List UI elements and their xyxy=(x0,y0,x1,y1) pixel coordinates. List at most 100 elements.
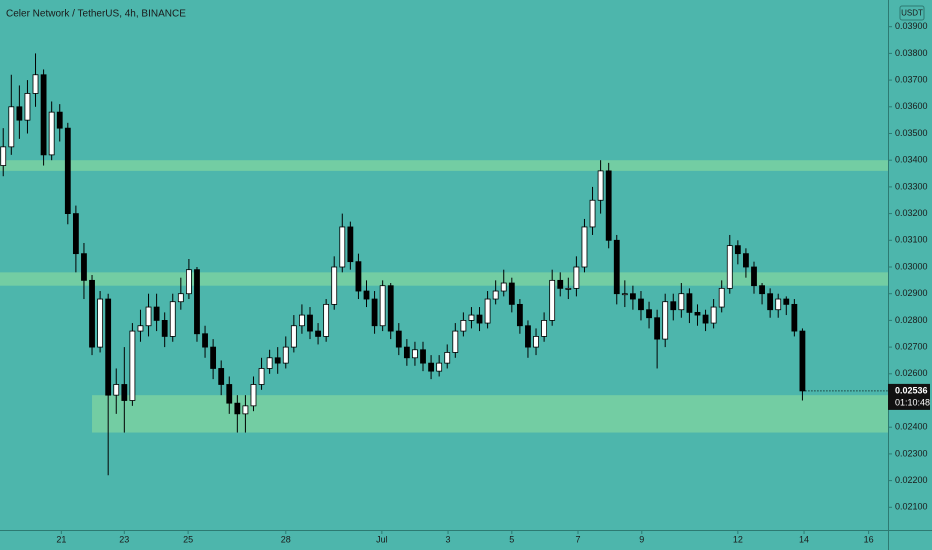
candle-body xyxy=(97,298,104,348)
candle-body xyxy=(274,357,281,364)
y-tick-label: 0.02700 xyxy=(895,341,928,351)
x-tick-label: 3 xyxy=(446,534,451,544)
x-tick-label: 7 xyxy=(575,534,580,544)
x-tick-label: 21 xyxy=(56,534,66,544)
x-tick-label: 5 xyxy=(509,534,514,544)
candle-body xyxy=(589,199,596,228)
candle-body xyxy=(403,346,410,359)
candle-body xyxy=(702,314,709,324)
plot xyxy=(0,53,888,476)
candle-body xyxy=(460,320,467,332)
candle-body xyxy=(347,226,354,263)
last-price-box xyxy=(888,383,930,410)
candle-body xyxy=(89,279,95,348)
candle-body xyxy=(121,384,128,401)
y-tick-label: 0.03100 xyxy=(895,235,928,245)
candle-body xyxy=(476,314,483,324)
candle-body xyxy=(541,320,548,337)
candle-body xyxy=(387,285,394,332)
last-price-label: 0.02536 xyxy=(895,385,928,395)
candle-body xyxy=(185,269,192,295)
y-tick-label: 0.02800 xyxy=(895,315,928,325)
candle-body xyxy=(0,146,7,166)
candle-body xyxy=(56,111,63,129)
x-tick-label: 12 xyxy=(733,534,743,544)
candle-body xyxy=(734,245,741,255)
candle-body xyxy=(428,362,434,372)
candle-body xyxy=(339,226,346,268)
x-tick-label: 14 xyxy=(799,534,809,544)
x-tick-label: 28 xyxy=(281,534,291,544)
candle-body xyxy=(767,293,774,311)
zone xyxy=(0,160,888,171)
candle-body xyxy=(242,405,249,415)
candle-body xyxy=(169,301,176,337)
candle-body xyxy=(621,293,628,296)
y-tick-label: 0.03500 xyxy=(895,128,928,138)
candle-body xyxy=(759,285,765,295)
candle-body xyxy=(444,352,451,364)
candle-body xyxy=(492,290,499,300)
candle-body xyxy=(299,314,305,327)
candle-body xyxy=(307,314,313,332)
candle-body xyxy=(605,170,612,241)
candle-body xyxy=(573,266,580,289)
candle-body xyxy=(549,279,556,321)
zone xyxy=(92,395,888,433)
x-tick-label: 9 xyxy=(639,534,644,544)
candle-body xyxy=(646,309,652,319)
candle-body xyxy=(726,245,733,289)
currency[interactable]: USDT xyxy=(901,9,923,18)
candle-body xyxy=(686,293,693,313)
candle-body xyxy=(783,298,790,305)
y-tick-label: 0.03700 xyxy=(895,74,928,84)
candle-body xyxy=(678,293,685,311)
candle-body xyxy=(137,325,144,332)
candle-body xyxy=(355,261,362,292)
candle-body xyxy=(210,346,217,369)
zone xyxy=(0,272,888,286)
candle-body xyxy=(363,290,370,300)
x-tick-label: 16 xyxy=(864,534,874,544)
candle-body xyxy=(250,384,257,407)
candle-body xyxy=(710,306,717,324)
candle-body xyxy=(266,357,273,369)
candle-body xyxy=(371,298,378,327)
candle-body xyxy=(718,287,725,308)
countdown: 01:10:48 xyxy=(895,397,930,407)
candle-body xyxy=(743,253,749,268)
candle-body xyxy=(290,325,297,348)
candle-body xyxy=(420,349,426,364)
candle-body xyxy=(629,293,636,300)
candle-body xyxy=(662,301,669,340)
y-tick-label: 0.02100 xyxy=(895,502,928,512)
y-tick-label: 0.03000 xyxy=(895,261,928,271)
candle-body xyxy=(533,336,539,348)
y-tick-label: 0.02200 xyxy=(895,475,928,485)
candle-body xyxy=(105,298,112,396)
y-tick-label: 0.03900 xyxy=(895,21,928,31)
currency-box[interactable] xyxy=(899,5,925,21)
candle-body xyxy=(613,239,620,295)
y-tick-label: 0.02400 xyxy=(895,422,928,432)
candle-body xyxy=(670,301,677,311)
candle-body xyxy=(516,303,523,327)
candle-body xyxy=(468,314,475,321)
candle-body xyxy=(315,330,321,337)
y-tick-label: 0.02300 xyxy=(895,448,928,458)
y-tick-label: 0.03200 xyxy=(895,208,928,218)
candle-body xyxy=(194,269,200,335)
candle-body xyxy=(48,111,55,156)
candle-body xyxy=(202,333,208,348)
candle-body xyxy=(379,285,386,327)
candle-body xyxy=(24,93,31,121)
candle-body xyxy=(40,74,47,156)
candle-body xyxy=(282,346,289,364)
candle-body xyxy=(638,298,644,311)
candle-body xyxy=(412,349,418,359)
candle-body xyxy=(775,298,782,311)
candle-body xyxy=(484,298,491,324)
candle-body xyxy=(323,303,330,337)
candle-body xyxy=(500,282,507,292)
